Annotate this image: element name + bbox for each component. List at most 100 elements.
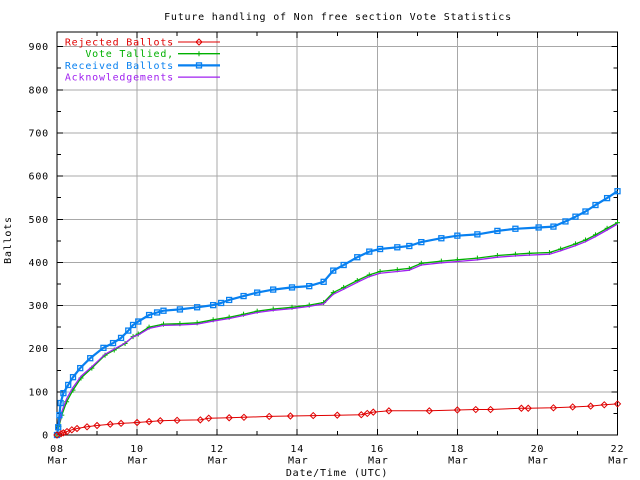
diamond-marker: [173, 416, 181, 425]
square-marker: [550, 223, 557, 230]
diamond-marker: [517, 404, 526, 412]
diamond-marker: [240, 413, 248, 422]
series-acknowledgements-line: [56, 223, 618, 436]
y-tick-label: 200: [29, 344, 49, 355]
square-marker: [100, 344, 107, 351]
square-marker: [117, 334, 125, 342]
diamond-marker: [59, 429, 68, 437]
y-tick-label: 800: [29, 85, 49, 96]
x-tick-label-month: Mar: [208, 456, 228, 467]
square-marker: [354, 254, 361, 261]
diamond-marker: [145, 417, 153, 426]
square-marker: [376, 245, 384, 253]
diamond-marker: [195, 38, 203, 46]
chart-title: Future handling of Non free section Vote…: [164, 12, 512, 23]
square-marker: [125, 327, 132, 334]
square-marker: [320, 278, 327, 285]
square-marker: [572, 213, 579, 220]
y-tick-label: 0: [42, 431, 49, 442]
square-marker: [406, 242, 413, 250]
square-marker: [366, 248, 373, 255]
diamond-marker: [196, 416, 205, 424]
legend-label: Acknowledgements: [65, 73, 174, 84]
square-marker: [330, 267, 337, 274]
x-tick-label-month: Mar: [48, 456, 68, 467]
diamond-marker: [369, 408, 377, 416]
square-marker: [160, 307, 167, 314]
diamond-marker: [93, 421, 101, 430]
diamond-marker: [309, 411, 317, 420]
square-marker: [535, 224, 542, 231]
square-marker: [87, 355, 94, 362]
diamond-marker: [425, 407, 434, 415]
square-marker: [135, 318, 142, 325]
diamond-marker: [133, 418, 141, 427]
legend-label: Rejected Ballots: [65, 38, 174, 49]
x-tick-label-day: 08: [50, 444, 64, 455]
x-tick-label-month: Mar: [448, 456, 468, 467]
square-marker: [56, 412, 63, 419]
square-marker: [603, 194, 611, 202]
diamond-marker: [83, 423, 91, 431]
diamond-marker: [225, 414, 233, 422]
diamond-marker: [453, 406, 462, 414]
series-received-ballots: [53, 188, 621, 439]
diamond-marker: [524, 404, 532, 412]
x-tick-label-day: 12: [210, 444, 224, 455]
square-marker: [69, 374, 77, 381]
y-tick-label: 900: [29, 42, 49, 53]
y-tick-label: 400: [29, 258, 49, 269]
square-marker: [340, 261, 347, 269]
series-received-ballots-line: [55, 190, 619, 436]
legend-entry-vote-tallied: Vote Tallied,: [85, 49, 220, 60]
x-tick-label-month: Mar: [128, 456, 148, 467]
square-marker: [129, 321, 137, 329]
diamond-marker: [385, 407, 393, 415]
square-marker: [65, 381, 72, 389]
diamond-marker: [363, 409, 371, 418]
square-marker: [153, 309, 161, 316]
square-marker: [438, 235, 445, 242]
square-marker: [474, 231, 481, 238]
diamond-marker: [106, 420, 114, 428]
diamond-marker: [73, 424, 81, 433]
y-tick-label: 600: [29, 172, 49, 183]
square-marker: [418, 238, 425, 246]
gridlines: [57, 32, 618, 435]
square-marker: [57, 399, 64, 407]
series-rejected-ballots-line: [56, 403, 618, 436]
square-marker: [209, 301, 217, 309]
square-marker: [109, 339, 117, 347]
square-marker: [562, 218, 569, 225]
square-marker: [195, 62, 203, 69]
tick-labels: 010020030040050060070080090008Mar10Mar12…: [29, 42, 628, 467]
square-marker: [512, 225, 519, 232]
square-marker: [270, 286, 277, 293]
diamond-marker: [286, 412, 295, 420]
diamond-marker: [549, 404, 558, 412]
diamond-marker: [357, 411, 365, 419]
diamond-marker: [600, 401, 608, 409]
square-marker: [454, 232, 461, 239]
y-axis-title: Ballots: [3, 216, 14, 264]
diamond-marker: [57, 429, 65, 438]
x-axis-title: Date/Time (UTC): [286, 468, 388, 479]
diamond-marker: [333, 411, 341, 419]
y-tick-label: 700: [29, 128, 49, 139]
square-marker: [176, 306, 184, 313]
legend-entry-rejected-ballots: Rejected Ballots: [65, 38, 220, 49]
diamond-marker: [586, 402, 595, 410]
legend-label: Received Ballots: [65, 61, 174, 72]
square-marker: [55, 424, 62, 431]
x-tick-label-month: Mar: [608, 456, 628, 467]
x-tick-label-day: 10: [130, 444, 144, 455]
square-marker: [60, 389, 67, 397]
diamond-marker: [265, 412, 273, 421]
diamond-marker: [472, 405, 480, 414]
square-marker: [394, 244, 401, 251]
x-tick-label-day: 18: [451, 444, 465, 455]
diamond-marker: [205, 414, 213, 422]
plot-border: [56, 31, 618, 436]
series-rejected-ballots: [53, 400, 622, 439]
